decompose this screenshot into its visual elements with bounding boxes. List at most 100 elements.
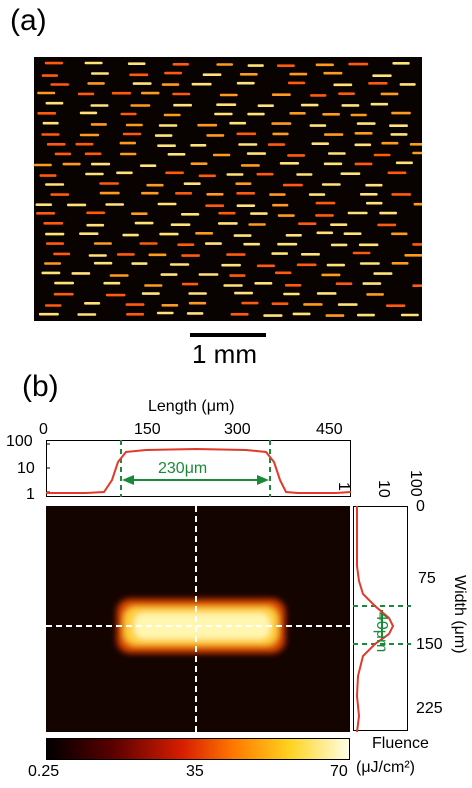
- line-segment: [321, 183, 341, 186]
- colorbar-tick-mid: 35: [186, 763, 204, 780]
- line-segment: [122, 233, 139, 237]
- side-log-tick-100: 100: [407, 470, 424, 497]
- line-segment: [301, 253, 320, 256]
- line-segment: [337, 303, 358, 306]
- line-segment: [379, 211, 397, 215]
- line-segment: [44, 61, 63, 65]
- line-segment: [234, 291, 253, 295]
- line-segment: [105, 293, 126, 297]
- line-segment: [93, 242, 112, 245]
- line-segment: [338, 92, 355, 95]
- line-segment: [77, 92, 95, 96]
- line-segment: [289, 72, 308, 76]
- line-segment: [399, 83, 416, 86]
- line-segment: [236, 81, 255, 85]
- line-segment: [226, 173, 244, 176]
- line-segment: [84, 302, 101, 305]
- line-segment: [412, 151, 422, 155]
- line-segment: [296, 173, 313, 176]
- width-tick-150: 150: [416, 636, 443, 653]
- line-segment: [131, 212, 148, 215]
- line-segment: [91, 162, 111, 166]
- line-segment: [202, 73, 222, 76]
- line-segment: [413, 202, 422, 206]
- line-segment: [373, 153, 391, 157]
- scale-bar-label: 1 mm: [192, 339, 257, 369]
- line-segment: [243, 242, 260, 246]
- line-segment: [117, 253, 135, 256]
- line-segment: [333, 83, 353, 87]
- line-segment: [230, 313, 249, 316]
- line-segment: [214, 112, 233, 116]
- line-segment: [46, 143, 66, 146]
- line-segment: [191, 82, 212, 86]
- line-segment: [131, 262, 148, 265]
- line-segment: [347, 211, 368, 215]
- line-segment: [212, 153, 231, 157]
- line-segment: [354, 132, 373, 135]
- line-segment: [129, 73, 149, 77]
- line-segment: [86, 211, 105, 215]
- line-segment: [247, 64, 264, 67]
- line-segment: [86, 223, 105, 227]
- line-segment: [46, 242, 64, 245]
- line-segment: [359, 262, 380, 265]
- line-segment: [283, 292, 300, 296]
- line-segment: [36, 212, 55, 215]
- line-segment: [391, 262, 409, 265]
- length-tick-150: 150: [134, 421, 161, 438]
- line-segment: [37, 112, 57, 115]
- width-axis-title: Width (μm): [451, 575, 468, 654]
- line-segment: [120, 152, 137, 156]
- line-segment: [354, 143, 372, 147]
- line-segment: [360, 193, 378, 196]
- width-tick-0: 0: [416, 498, 425, 515]
- line-segment: [341, 104, 360, 107]
- line-segment: [328, 152, 346, 155]
- line-segment: [233, 234, 252, 237]
- line-segment: [111, 91, 131, 95]
- width-tick-225: 225: [416, 700, 443, 717]
- line-segment: [125, 123, 143, 127]
- line-segment: [218, 222, 238, 225]
- line-segment: [79, 133, 100, 137]
- line-segment: [41, 271, 61, 275]
- line-segment: [87, 82, 105, 85]
- line-segment: [389, 124, 408, 127]
- line-segment: [206, 134, 225, 137]
- line-segment: [167, 153, 186, 156]
- width-annotation: 40μm: [373, 612, 390, 653]
- line-segment: [271, 93, 291, 96]
- line-segment: [308, 193, 326, 196]
- line-segment: [54, 281, 74, 285]
- line-segment: [248, 223, 266, 226]
- line-segment: [287, 154, 305, 157]
- line-segment: [235, 182, 252, 185]
- line-segment: [159, 232, 179, 236]
- line-segment: [190, 144, 207, 147]
- line-segment: [271, 302, 289, 305]
- line-segment: [122, 132, 142, 136]
- panel-a-label: (a): [10, 4, 47, 37]
- line-segment: [173, 103, 192, 107]
- line-segment: [277, 64, 295, 67]
- line-segment: [381, 141, 399, 145]
- line-segment: [103, 281, 121, 285]
- line-segment: [62, 162, 81, 166]
- line-segment: [257, 104, 274, 107]
- line-segment: [271, 122, 292, 125]
- line-segment: [125, 303, 145, 306]
- line-segment: [188, 301, 207, 305]
- line-segment: [50, 83, 69, 86]
- line-segment: [38, 312, 59, 316]
- line-segment: [310, 94, 327, 97]
- line-segment: [132, 82, 152, 85]
- line-segment: [148, 253, 167, 257]
- line-segment: [84, 152, 102, 156]
- line-segment: [53, 252, 71, 256]
- line-segment: [365, 183, 383, 187]
- line-segment: [41, 74, 58, 77]
- line-segment: [335, 282, 353, 285]
- line-segment: [267, 143, 286, 146]
- line-segment: [45, 101, 64, 105]
